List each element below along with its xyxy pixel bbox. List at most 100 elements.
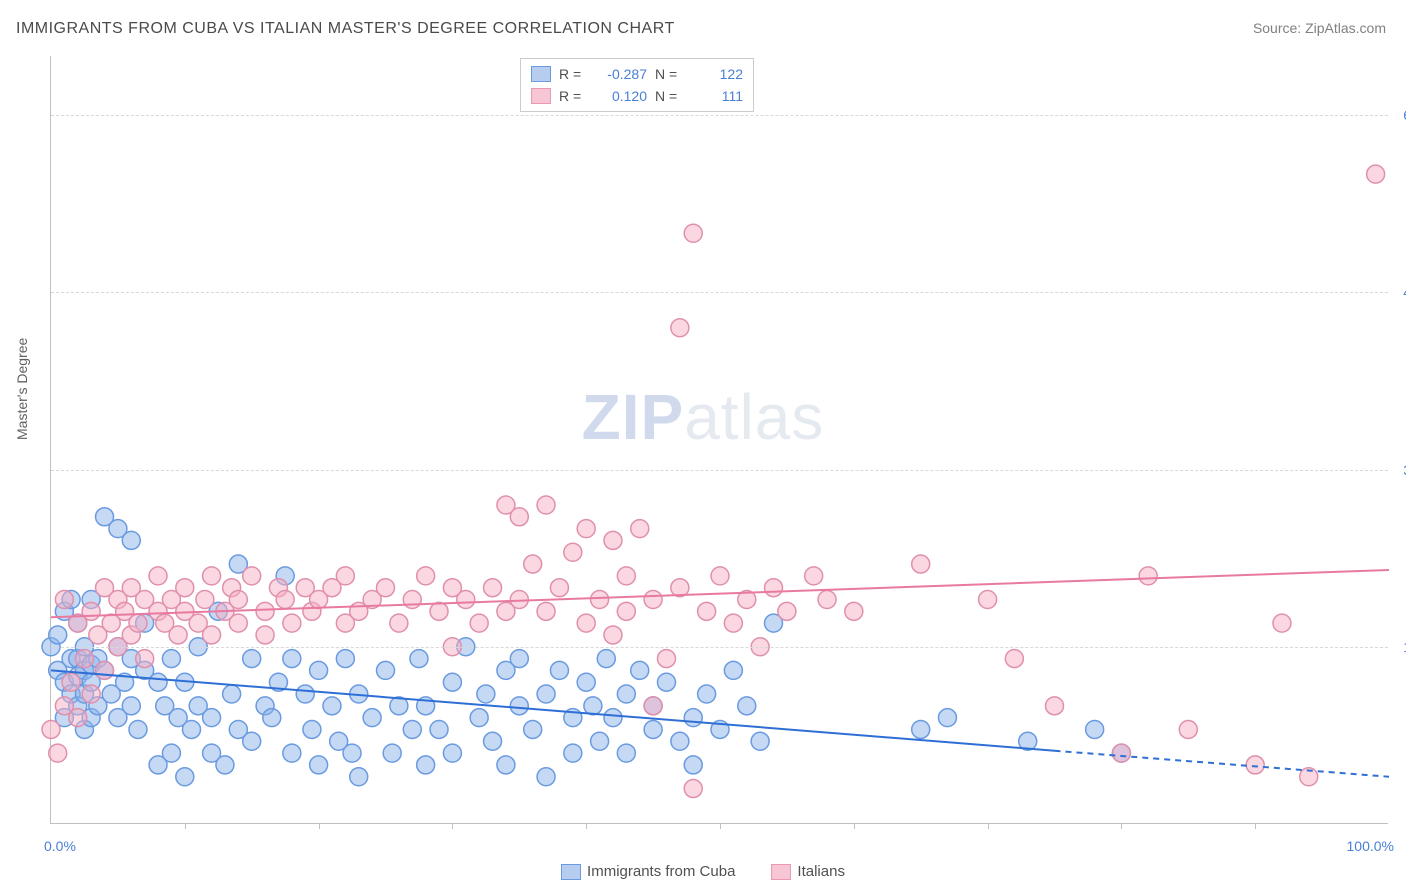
gridline bbox=[51, 292, 1388, 293]
data-point bbox=[1179, 720, 1197, 738]
data-point bbox=[510, 697, 528, 715]
legend-item: Italians bbox=[771, 863, 845, 880]
data-point bbox=[724, 661, 742, 679]
r-value: 0.120 bbox=[593, 85, 647, 107]
data-point bbox=[617, 602, 635, 620]
data-point bbox=[229, 591, 247, 609]
ytick-label: 15.0% bbox=[1393, 639, 1406, 655]
data-point bbox=[122, 697, 140, 715]
data-point bbox=[711, 567, 729, 585]
data-point bbox=[1005, 650, 1023, 668]
data-point bbox=[196, 591, 214, 609]
legend-swatch bbox=[771, 864, 791, 880]
data-point bbox=[698, 685, 716, 703]
data-point bbox=[550, 579, 568, 597]
data-point bbox=[263, 709, 281, 727]
data-point bbox=[778, 602, 796, 620]
data-point bbox=[644, 591, 662, 609]
data-point bbox=[597, 650, 615, 668]
data-point bbox=[684, 756, 702, 774]
n-label: N = bbox=[655, 63, 681, 85]
data-point bbox=[497, 756, 515, 774]
data-point bbox=[584, 697, 602, 715]
data-point bbox=[303, 720, 321, 738]
data-point bbox=[430, 720, 448, 738]
data-point bbox=[243, 732, 261, 750]
data-point bbox=[604, 626, 622, 644]
data-point bbox=[276, 591, 294, 609]
data-point bbox=[350, 768, 368, 786]
data-point bbox=[223, 685, 241, 703]
data-point bbox=[310, 756, 328, 774]
data-point bbox=[149, 567, 167, 585]
data-point bbox=[591, 591, 609, 609]
n-value: 111 bbox=[689, 85, 743, 107]
data-point bbox=[49, 744, 67, 762]
data-point bbox=[169, 626, 187, 644]
data-point bbox=[537, 496, 555, 514]
data-point bbox=[938, 709, 956, 727]
data-point bbox=[524, 720, 542, 738]
data-point bbox=[805, 567, 823, 585]
legend-swatch bbox=[531, 66, 551, 82]
data-point bbox=[1112, 744, 1130, 762]
data-point bbox=[377, 661, 395, 679]
legend-swatch bbox=[531, 88, 551, 104]
data-point bbox=[82, 602, 100, 620]
data-point bbox=[383, 744, 401, 762]
data-point bbox=[162, 650, 180, 668]
data-point bbox=[296, 685, 314, 703]
data-point bbox=[684, 224, 702, 242]
data-point bbox=[62, 673, 80, 691]
data-point bbox=[644, 697, 662, 715]
data-point bbox=[604, 531, 622, 549]
data-point bbox=[617, 685, 635, 703]
data-point bbox=[550, 661, 568, 679]
data-point bbox=[96, 661, 114, 679]
data-point bbox=[591, 732, 609, 750]
data-point bbox=[203, 567, 221, 585]
data-point bbox=[537, 685, 555, 703]
legend-stats-row: R = 0.120 N = 111 bbox=[531, 85, 743, 107]
xtick bbox=[1121, 823, 1122, 829]
xtick bbox=[988, 823, 989, 829]
scatter-svg bbox=[51, 56, 1388, 823]
data-point bbox=[149, 673, 167, 691]
data-point bbox=[698, 602, 716, 620]
xtick bbox=[854, 823, 855, 829]
data-point bbox=[1086, 720, 1104, 738]
data-point bbox=[1367, 165, 1385, 183]
data-point bbox=[818, 591, 836, 609]
data-point bbox=[417, 567, 435, 585]
data-point bbox=[229, 614, 247, 632]
data-point bbox=[1139, 567, 1157, 585]
data-point bbox=[336, 567, 354, 585]
gridline bbox=[51, 647, 1388, 648]
data-point bbox=[256, 602, 274, 620]
data-point bbox=[243, 650, 261, 668]
data-point bbox=[243, 567, 261, 585]
data-point bbox=[417, 756, 435, 774]
data-point bbox=[256, 626, 274, 644]
n-label: N = bbox=[655, 85, 681, 107]
correlation-stats-legend: R =-0.287N =122R =0.120N =111 bbox=[520, 58, 754, 112]
data-point bbox=[477, 685, 495, 703]
data-point bbox=[765, 579, 783, 597]
x-start-label: 0.0% bbox=[44, 838, 76, 854]
data-point bbox=[684, 780, 702, 798]
data-point bbox=[42, 720, 60, 738]
source-attribution: Source: ZipAtlas.com bbox=[1253, 20, 1386, 36]
legend-swatch bbox=[561, 864, 581, 880]
data-point bbox=[182, 720, 200, 738]
data-point bbox=[577, 614, 595, 632]
data-point bbox=[537, 768, 555, 786]
ytick-label: 30.0% bbox=[1393, 462, 1406, 478]
legend-label: Italians bbox=[797, 863, 845, 880]
gridline bbox=[51, 115, 1388, 116]
data-point bbox=[631, 661, 649, 679]
data-point bbox=[136, 650, 154, 668]
data-point bbox=[457, 591, 475, 609]
r-label: R = bbox=[559, 85, 585, 107]
r-value: -0.287 bbox=[593, 63, 647, 85]
data-point bbox=[129, 614, 147, 632]
